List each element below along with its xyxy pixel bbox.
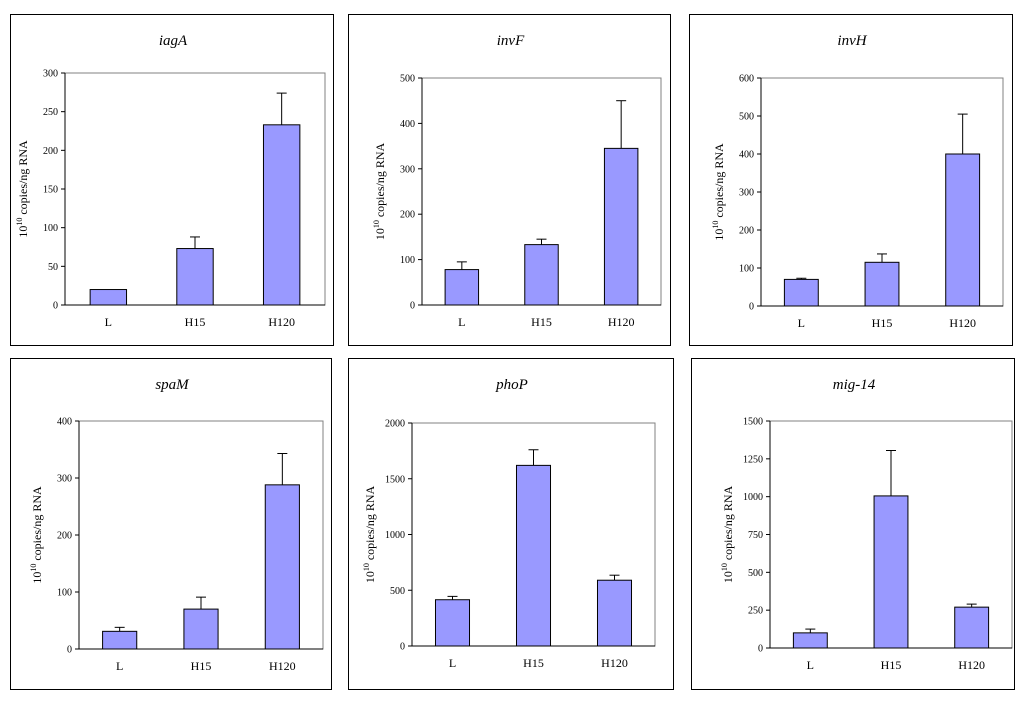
bar-L	[783, 278, 819, 307]
y-tick-label: 500	[400, 74, 415, 85]
bar-H15	[524, 244, 559, 306]
y-axis-label: 1010 copies/ng RNA	[711, 143, 726, 241]
x-tick-label: H15	[185, 315, 206, 329]
y-tick-label: 400	[57, 417, 72, 428]
y-tick-label: 500	[390, 586, 405, 597]
y-tick-label: 200	[400, 210, 415, 221]
y-tick-label: 300	[57, 474, 72, 485]
y-tick-label: 0	[53, 301, 58, 312]
bar-H15	[864, 261, 900, 307]
bar-H15	[176, 248, 214, 306]
bar-H120	[603, 147, 639, 306]
y-tick-label: 300	[400, 164, 415, 175]
y-tick-label: 0	[410, 301, 415, 312]
chart-panel-spaM: spaM 0 100 200 300 400 1010 copies/ng RNA L H15 H…	[10, 358, 332, 690]
y-tick-label: 200	[739, 226, 754, 237]
x-tick-label: H120	[958, 658, 985, 672]
chart-title: invH	[837, 33, 867, 49]
x-tick-label: H15	[191, 659, 212, 673]
y-axis-label: 1010 copies/ng RNA	[29, 486, 44, 584]
y-tick-label: 150	[43, 185, 58, 196]
chart-title: invF	[497, 33, 525, 49]
chart-panel-invH: invH 0 100 200 300 400 500 600 1010 copies/ng RN…	[689, 14, 1013, 346]
y-tick-label: 300	[43, 69, 58, 80]
x-tick-label: L	[458, 315, 465, 329]
chart-title: mig-14	[833, 377, 876, 393]
y-tick-label: 200	[43, 146, 58, 157]
y-axis-label: 1010 copies/ng RNA	[15, 140, 30, 238]
x-tick-label: H120	[601, 656, 628, 670]
y-tick-label: 1000	[385, 530, 405, 541]
bar-H120	[264, 484, 300, 650]
chart-panel-mig-14: mig-14 0 250 500 750 1000 1250 1500 1010 copies/…	[691, 358, 1015, 690]
bar-H120	[596, 579, 633, 647]
y-tick-label: 400	[739, 150, 754, 161]
y-tick-label: 100	[57, 588, 72, 599]
x-tick-label: H15	[881, 658, 902, 672]
bar-H120	[945, 153, 981, 307]
x-tick-label: L	[449, 656, 456, 670]
bar-L	[792, 632, 828, 649]
x-tick-label: H120	[949, 316, 976, 330]
y-axis-label: 1010 copies/ng RNA	[362, 486, 377, 584]
x-tick-label: H120	[269, 659, 296, 673]
chart-svg: phoP 0 500 1000 1500 2000 1010 copies/ng RNA L H…	[362, 377, 656, 670]
y-tick-label: 400	[400, 119, 415, 130]
chart-panel-invF: invF 0 100 200 300 400 500 1010 copies/ng RNA L H…	[348, 14, 671, 346]
y-tick-label: 250	[748, 606, 763, 617]
y-tick-label: 500	[748, 568, 763, 579]
chart-svg: spaM 0 100 200 300 400 1010 copies/ng RNA L H15 H…	[29, 377, 324, 673]
y-tick-label: 300	[739, 188, 754, 199]
y-tick-label: 100	[739, 264, 754, 275]
chart-panel-iagA: iagA 0 50 100 150 200 250 300 1010 copies/ng RNA…	[10, 14, 334, 346]
chart-title: phoP	[495, 377, 528, 393]
y-tick-label: 600	[739, 74, 754, 85]
x-tick-label: H15	[531, 315, 552, 329]
y-axis-label: 1010 copies/ng RNA	[372, 143, 387, 241]
x-tick-label: H120	[268, 315, 295, 329]
y-tick-label: 50	[48, 262, 58, 273]
y-tick-label: 250	[43, 107, 58, 118]
bar-H120	[262, 124, 301, 306]
y-tick-label: 1500	[743, 417, 763, 428]
bar-L	[434, 599, 471, 647]
y-axis-label: 1010 copies/ng RNA	[720, 486, 735, 584]
y-tick-label: 200	[57, 531, 72, 542]
y-tick-label: 1500	[385, 474, 405, 485]
y-tick-label: 0	[400, 642, 405, 653]
y-tick-label: 100	[43, 223, 58, 234]
y-tick-label: 0	[67, 645, 72, 656]
y-tick-label: 1250	[743, 454, 763, 465]
y-tick-label: 500	[739, 112, 754, 123]
chart-panel-phoP: phoP 0 500 1000 1500 2000 1010 copies/ng RNA L H…	[348, 358, 674, 690]
bar-L	[444, 269, 480, 306]
chart-title: iagA	[159, 33, 188, 49]
chart-svg: invH 0 100 200 300 400 500 600 1010 copies/ng RN…	[711, 33, 1004, 330]
x-tick-label: L	[807, 658, 814, 672]
y-tick-label: 2000	[385, 419, 405, 430]
x-tick-label: L	[116, 659, 123, 673]
x-tick-label: H120	[608, 315, 635, 329]
chart-svg: invF 0 100 200 300 400 500 1010 copies/ng RNA L H…	[372, 33, 662, 329]
x-tick-label: L	[105, 315, 112, 329]
y-tick-label: 0	[749, 302, 754, 313]
bar-H15	[515, 464, 552, 647]
y-tick-label: 750	[748, 530, 763, 541]
bar-H15	[183, 608, 219, 650]
x-tick-label: L	[798, 316, 805, 330]
x-tick-label: H15	[523, 656, 544, 670]
y-tick-label: 100	[400, 255, 415, 266]
chart-title: spaM	[155, 377, 190, 393]
x-tick-label: H15	[872, 316, 893, 330]
chart-svg: iagA 0 50 100 150 200 250 300 1010 copies/ng RNA…	[15, 33, 326, 329]
y-tick-label: 0	[758, 644, 763, 655]
bar-H120	[954, 606, 990, 649]
chart-svg: mig-14 0 250 500 750 1000 1250 1500 1010 copies/…	[720, 377, 1013, 672]
y-tick-label: 1000	[743, 492, 763, 503]
bar-H15	[873, 495, 909, 649]
bar-L	[102, 630, 138, 650]
bar-L	[89, 289, 128, 306]
